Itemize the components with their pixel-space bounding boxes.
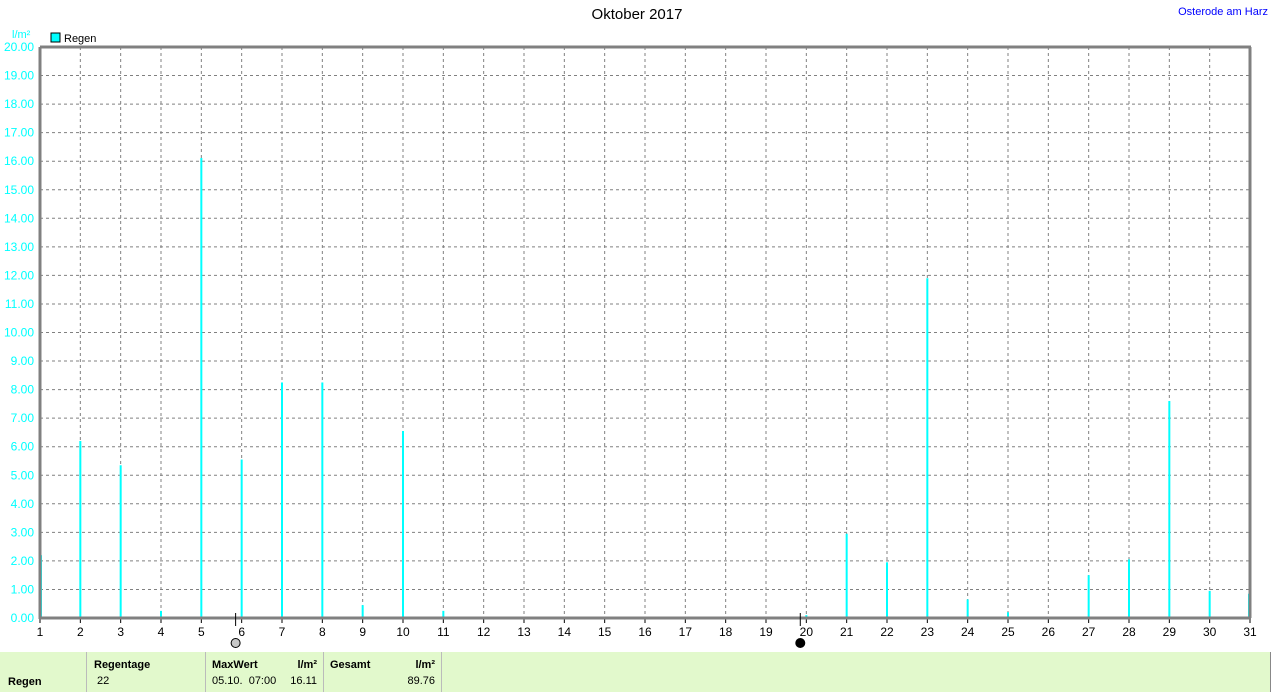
maxwert-unit: l/m²	[297, 659, 317, 671]
x-tick-label: 11	[437, 625, 450, 639]
x-tick-label: 22	[880, 625, 894, 639]
rain-bar	[886, 562, 888, 618]
x-tick-label: 15	[598, 625, 612, 639]
y-tick-label: 12.00	[4, 268, 34, 282]
rain-bar	[845, 533, 848, 618]
rain-bar	[281, 382, 283, 618]
rain-chart: 0.00 1.00 2.00 3.00 4.00 5.00 6.00 7.00 8.00 9.00…	[4, 29, 1257, 648]
y-tick-label: 10.00	[4, 326, 34, 340]
new-moon-icon	[795, 638, 806, 648]
y-tick-label: 1.00	[11, 582, 35, 596]
x-tick-label: 21	[840, 625, 854, 639]
rain-bar	[200, 158, 203, 618]
maxwert-value: 16.11	[290, 675, 317, 687]
x-tick-label: 26	[1042, 625, 1056, 639]
rain-bar	[1168, 401, 1171, 618]
x-tick-label: 2	[77, 625, 84, 639]
y-tick-label: 17.00	[4, 126, 34, 140]
gesamt-value: 89.76	[407, 675, 435, 687]
legend-label: Regen	[64, 33, 96, 45]
rain-bar	[119, 465, 122, 618]
x-tick-label: 30	[1203, 625, 1217, 639]
x-tick-label: 8	[319, 625, 326, 639]
location-label: Osterode am Harz	[1178, 6, 1268, 18]
y-tick-label: 16.00	[4, 154, 34, 168]
x-tick-label: 10	[396, 625, 410, 639]
rain-bar	[240, 459, 243, 618]
x-tick-label: 27	[1082, 625, 1096, 639]
rain-bar	[321, 382, 324, 618]
maxwert-date: 05.10. 07:00	[212, 675, 277, 687]
x-tick-label: 5	[198, 625, 205, 639]
x-tick-label: 4	[158, 625, 165, 639]
summary-panel: Regen Regentage 22 MaxWert l/m² 05.10. 0…	[0, 652, 1271, 692]
y-tick-label: 5.00	[11, 468, 35, 482]
x-tick-label: 17	[679, 625, 693, 639]
x-tick-label: 1	[37, 625, 44, 639]
y-tick-label: 13.00	[4, 240, 34, 254]
y-tick-label: 3.00	[11, 525, 35, 539]
y-tick-label: 19.00	[4, 69, 34, 83]
x-tick-label: 14	[558, 625, 572, 639]
x-tick-label: 20	[800, 625, 814, 639]
x-tick-label: 24	[961, 625, 975, 639]
x-tick-label: 31	[1243, 625, 1257, 639]
y-tick-label: 14.00	[4, 211, 34, 225]
x-tick-label: 25	[1001, 625, 1015, 639]
x-tick-label: 18	[719, 625, 733, 639]
y-tick-label: 15.00	[4, 183, 34, 197]
rain-bar	[1007, 612, 1009, 618]
rain-bar	[442, 610, 445, 618]
x-tick-label: 12	[477, 625, 491, 639]
rain-bar	[402, 430, 404, 618]
x-tick-label: 19	[759, 625, 773, 639]
y-tick-label: 9.00	[11, 354, 35, 368]
x-tick-label: 28	[1122, 625, 1136, 639]
x-tick-label: 7	[279, 625, 286, 639]
y-tick-label: 18.00	[4, 97, 34, 111]
y-tick-label: 7.00	[11, 411, 35, 425]
y-tick-label: 6.00	[11, 440, 35, 454]
rain-bar	[160, 610, 162, 618]
full-moon-icon	[230, 638, 241, 648]
gesamt-unit: l/m²	[415, 659, 435, 671]
rain-bar	[926, 278, 929, 618]
rain-bar	[1128, 559, 1130, 618]
chart-title: Oktober 2017	[591, 6, 683, 23]
gesamt-cell: Gesamt l/m² 89.76	[324, 652, 442, 692]
rain-bar	[966, 599, 969, 618]
x-tick-label: 6	[238, 625, 245, 639]
gesamt-label: Gesamt	[330, 659, 371, 671]
rain-bar	[1087, 575, 1090, 618]
regentage-label: Regentage	[94, 659, 151, 671]
x-tick-label: 29	[1163, 625, 1177, 639]
y-tick-label: 0.00	[11, 611, 35, 625]
y-tick-label: 11.00	[5, 297, 34, 311]
y-axis-unit: l/m²	[12, 29, 31, 41]
x-tick-label: 3	[117, 625, 124, 639]
regentage-cell: Regentage 22	[87, 652, 206, 692]
rain-bar	[361, 605, 364, 618]
x-tick-label: 9	[359, 625, 366, 639]
rain-bar	[1208, 590, 1211, 618]
x-tick-label: 16	[638, 625, 652, 639]
summary-row-label: Regen	[8, 676, 42, 688]
y-tick-label: 8.00	[11, 383, 35, 397]
y-tick-label: 20.00	[4, 40, 34, 54]
maxwert-cell: MaxWert l/m² 05.10. 07:00 16.11	[206, 652, 324, 692]
rain-bar	[79, 440, 82, 618]
x-tick-label: 13	[517, 625, 531, 639]
x-tick-label: 23	[921, 625, 935, 639]
y-tick-label: 4.00	[11, 497, 35, 511]
legend-swatch	[50, 32, 61, 43]
summary-row-label-cell: Regen	[0, 652, 87, 692]
maxwert-label: MaxWert	[212, 659, 258, 671]
y-tick-label: 2.00	[11, 554, 35, 568]
regentage-value: 22	[97, 675, 110, 687]
